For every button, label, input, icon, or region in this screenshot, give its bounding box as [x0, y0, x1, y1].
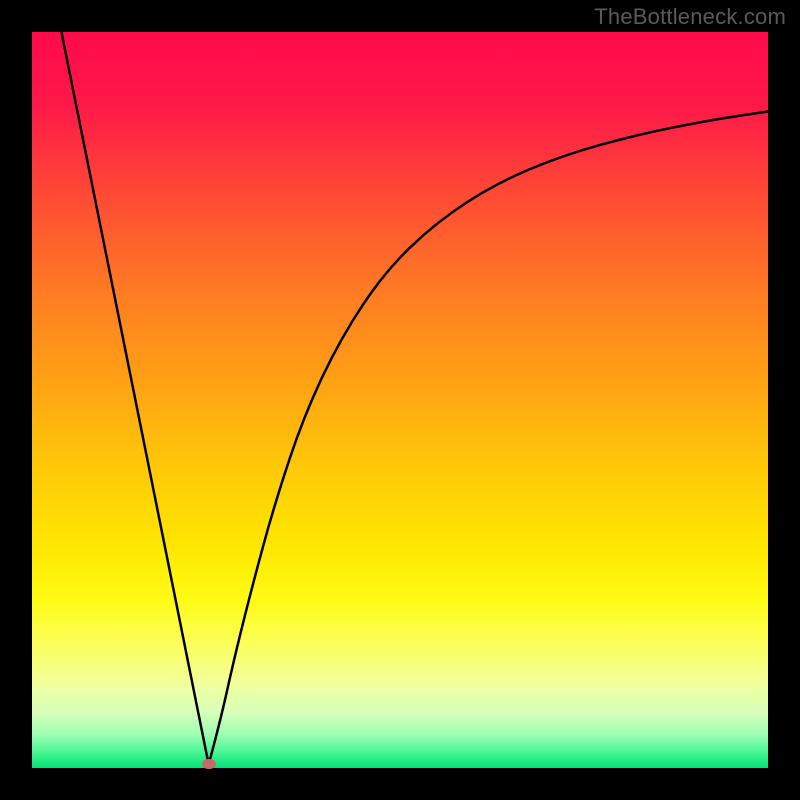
- plot-area: [32, 32, 768, 768]
- watermark-text: TheBottleneck.com: [594, 4, 786, 30]
- bottleneck-curve: [32, 32, 768, 768]
- optimal-point-marker: [202, 759, 216, 769]
- chart-container: TheBottleneck.com: [0, 0, 800, 800]
- curve-path: [61, 32, 768, 764]
